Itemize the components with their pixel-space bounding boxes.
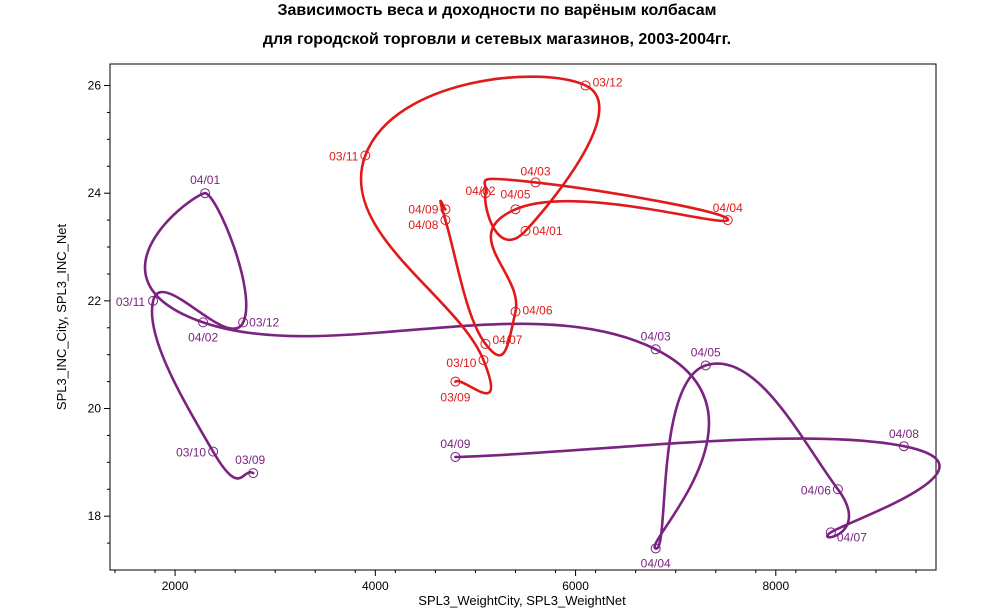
data-label: 03/12 [593, 76, 623, 90]
data-label: 04/08 [408, 218, 438, 232]
data-point [722, 215, 733, 226]
series-1: 03/09 03/10 03/11 03/12 04/01 04/02 04/03 04/04… [329, 75, 743, 405]
x-tick-label: 6000 [562, 579, 589, 593]
data-point [520, 225, 531, 236]
data-point [238, 317, 249, 328]
axes: 2000 4000 6000 8000 18 20 22 24 26 [88, 79, 917, 593]
data-point [450, 451, 461, 462]
data-point [480, 338, 491, 349]
data-label: 03/12 [249, 315, 279, 329]
data-label: 04/03 [641, 329, 671, 343]
data-label: 04/02 [188, 330, 218, 344]
x-tick-label: 4000 [362, 579, 389, 593]
plot-area [109, 63, 937, 571]
data-label: 04/05 [500, 187, 530, 201]
data-label: 04/05 [691, 345, 721, 359]
data-point [898, 441, 909, 452]
data-point [510, 204, 521, 215]
data-label: 03/09 [440, 391, 470, 405]
data-label: 04/06 [801, 483, 831, 497]
y-tick-label: 18 [88, 509, 102, 523]
series-line [143, 191, 941, 550]
data-point [200, 188, 211, 199]
data-label: 04/04 [713, 201, 743, 215]
series-line [359, 75, 730, 395]
data-point [478, 355, 489, 366]
series-0: 03/09 03/10 03/11 03/12 04/01 04/02 04/03 04/04… [116, 173, 941, 570]
x-tick-label: 8000 [762, 579, 789, 593]
data-label: 04/01 [533, 224, 563, 238]
data-label: 03/10 [446, 356, 476, 370]
data-label: 04/03 [520, 164, 550, 178]
data-point [148, 295, 159, 306]
data-label: 03/09 [235, 453, 265, 467]
y-tick-label: 20 [88, 402, 102, 416]
data-label: 04/06 [522, 304, 552, 318]
chart-title-line-1: Зависимость веса и доходности по варёным… [277, 2, 717, 19]
data-point [440, 204, 451, 215]
chart-title-line-2: для городской торговли и сетевых магазин… [262, 31, 732, 48]
data-label: 04/04 [641, 556, 671, 570]
data-point [450, 376, 461, 387]
data-label: 04/09 [408, 202, 438, 216]
y-axis-label: SPL3_INC_City, SPL3_INC_Net [54, 224, 69, 411]
data-point [825, 527, 836, 538]
data-point [248, 468, 259, 479]
data-point [440, 215, 451, 226]
data-point [832, 484, 843, 495]
y-tick-label: 22 [88, 294, 102, 308]
data-label: 04/08 [889, 427, 919, 441]
data-point [480, 188, 491, 199]
data-point [198, 317, 209, 328]
y-tick-label: 26 [88, 79, 102, 93]
data-label: 03/10 [176, 446, 206, 460]
data-label: 04/07 [492, 333, 522, 347]
data-point [530, 177, 541, 188]
x-tick-label: 2000 [162, 579, 189, 593]
data-label: 04/09 [440, 437, 470, 451]
data-point [208, 446, 219, 457]
data-label: 03/11 [329, 150, 358, 164]
data-point [700, 360, 711, 371]
data-label: 03/11 [116, 295, 145, 309]
y-tick-label: 24 [88, 186, 102, 200]
data-point [360, 150, 371, 161]
data-label: 04/02 [465, 184, 495, 198]
series-layer: 03/09 03/10 03/11 03/12 04/01 04/02 04/03 04/04… [116, 75, 941, 570]
data-label: 04/07 [837, 530, 867, 544]
data-point [580, 80, 591, 91]
data-point [650, 344, 661, 355]
data-point [650, 543, 661, 554]
x-axis-label: SPL3_WeightCity, SPL3_WeightNet [418, 593, 626, 608]
data-label: 04/01 [190, 173, 220, 187]
data-point [510, 306, 521, 317]
